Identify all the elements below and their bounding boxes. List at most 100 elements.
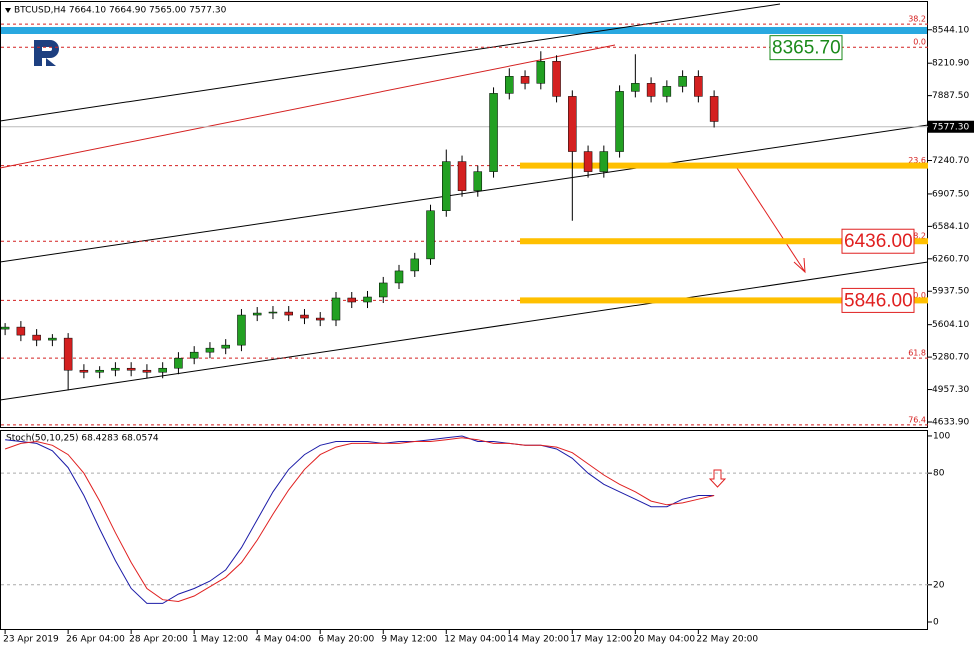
y-tick-label: 7887.50 (932, 91, 969, 101)
y-tick-label: 20 (933, 580, 945, 590)
price-pane (0, 1, 928, 428)
fib-level-label: 38.2 (908, 15, 926, 24)
candle-body (678, 76, 687, 87)
candle-body (237, 314, 246, 346)
candle-body (536, 61, 546, 84)
candle-body (694, 76, 703, 97)
last-price-label: 7577.30 (932, 122, 969, 132)
candle-body (568, 96, 577, 152)
y-tick-label: 8210.90 (932, 59, 969, 69)
y-tick-label: 100 (933, 431, 950, 441)
y-tick-label: 5604.10 (932, 320, 969, 330)
candle-body (363, 296, 372, 303)
fib-level-label: 76.4 (908, 415, 926, 424)
candle-body (16, 326, 26, 336)
x-tick-label: 4 May 04:00 (255, 635, 311, 645)
candle-body (442, 161, 451, 211)
y-tick-label: 6584.10 (932, 222, 969, 232)
y-tick-label: 80 (933, 469, 945, 479)
candle-body (505, 76, 514, 94)
logo (34, 40, 59, 66)
candle-body (221, 344, 230, 349)
candle-body (315, 317, 325, 321)
candle-body (410, 258, 420, 272)
price-label-box (841, 228, 915, 254)
candle-body (662, 86, 672, 97)
candle-body (63, 337, 73, 371)
price-label-box (769, 35, 843, 61)
price-label: 5846.00 (844, 290, 913, 311)
zone (520, 162, 928, 169)
candle-body (142, 369, 152, 373)
candle-body (520, 76, 530, 84)
x-tick-label: 20 May 04:00 (633, 635, 695, 645)
fib-level-label: 38.2 (908, 232, 926, 241)
candle-body (268, 311, 278, 314)
candle-body (631, 83, 640, 92)
y-tick-label: 4957.30 (932, 385, 969, 395)
y-tick-label: 0 (933, 618, 939, 628)
y-tick-label: 5937.50 (932, 287, 969, 297)
trend-lines (0, 3, 929, 401)
forecast-arrow-head (793, 257, 806, 274)
candle-body (489, 93, 498, 172)
fib-level-label: 23.6 (908, 156, 926, 165)
price-label-box (841, 287, 915, 313)
y-tick-label: 4633.90 (932, 417, 969, 427)
channel-line (0, 124, 929, 263)
candle-body (347, 297, 356, 303)
y-tick-label: 6260.70 (932, 254, 969, 264)
x-tick-label: 1 May 12:00 (192, 635, 248, 645)
candle-body (32, 334, 41, 341)
stoch-line (4, 437, 715, 603)
candle-body (300, 314, 309, 319)
logo-shape (34, 40, 59, 66)
candle-body (126, 367, 136, 371)
candle-body (331, 297, 341, 321)
candle-body (552, 61, 561, 97)
candle-body (394, 270, 404, 284)
signal-arrow (708, 469, 727, 488)
candle-body (0, 326, 10, 330)
candle-body (79, 369, 89, 373)
candle-body (95, 369, 104, 373)
price-label: 6436.00 (844, 231, 913, 252)
fib-level-label: 50.0 (908, 291, 926, 300)
indicator-title: Stoch(50,10,25) 68.4283 68.0574 (6, 434, 159, 444)
forecast-arrow (734, 164, 806, 273)
candle-body (615, 91, 624, 152)
x-tick-label: 23 Apr 2019 (3, 635, 59, 645)
fib-level-label: 0.0 (913, 38, 926, 47)
candle-body (111, 367, 120, 371)
header-marker (5, 8, 11, 13)
candle-body (583, 151, 593, 172)
candle-body (379, 282, 388, 298)
stoch-line (5, 435, 715, 604)
x-tick-label: 26 Apr 04:00 (66, 635, 125, 645)
x-tick-label: 12 May 04:00 (444, 635, 506, 645)
price-label: 8365.70 (772, 38, 841, 59)
channel-line (0, 3, 781, 122)
candle-body (473, 171, 483, 191)
chart-title: BTCUSD,H4 7664.10 7664.90 7565.00 7577.3… (14, 6, 227, 16)
x-tick-label: 14 May 20:00 (507, 635, 569, 645)
candle-body (599, 151, 609, 172)
x-tick-label: 9 May 12:00 (381, 635, 437, 645)
candle-body (205, 347, 215, 353)
channel-line (0, 261, 929, 401)
candle-body (48, 337, 57, 341)
y-tick-label: 8544.10 (932, 25, 969, 35)
candle-body (426, 210, 435, 260)
x-tick-label: 17 May 12:00 (570, 635, 632, 645)
candle-body (189, 351, 199, 359)
x-tick-label: 28 Apr 20:00 (129, 635, 188, 645)
candle-body (174, 357, 183, 369)
zone (520, 238, 928, 245)
candle-body (646, 83, 656, 97)
x-tick-label: 22 May 20:00 (696, 635, 758, 645)
y-tick-label: 6907.50 (932, 189, 969, 199)
logo-shape (46, 58, 56, 66)
fib-level-label: 61.8 (908, 349, 926, 358)
